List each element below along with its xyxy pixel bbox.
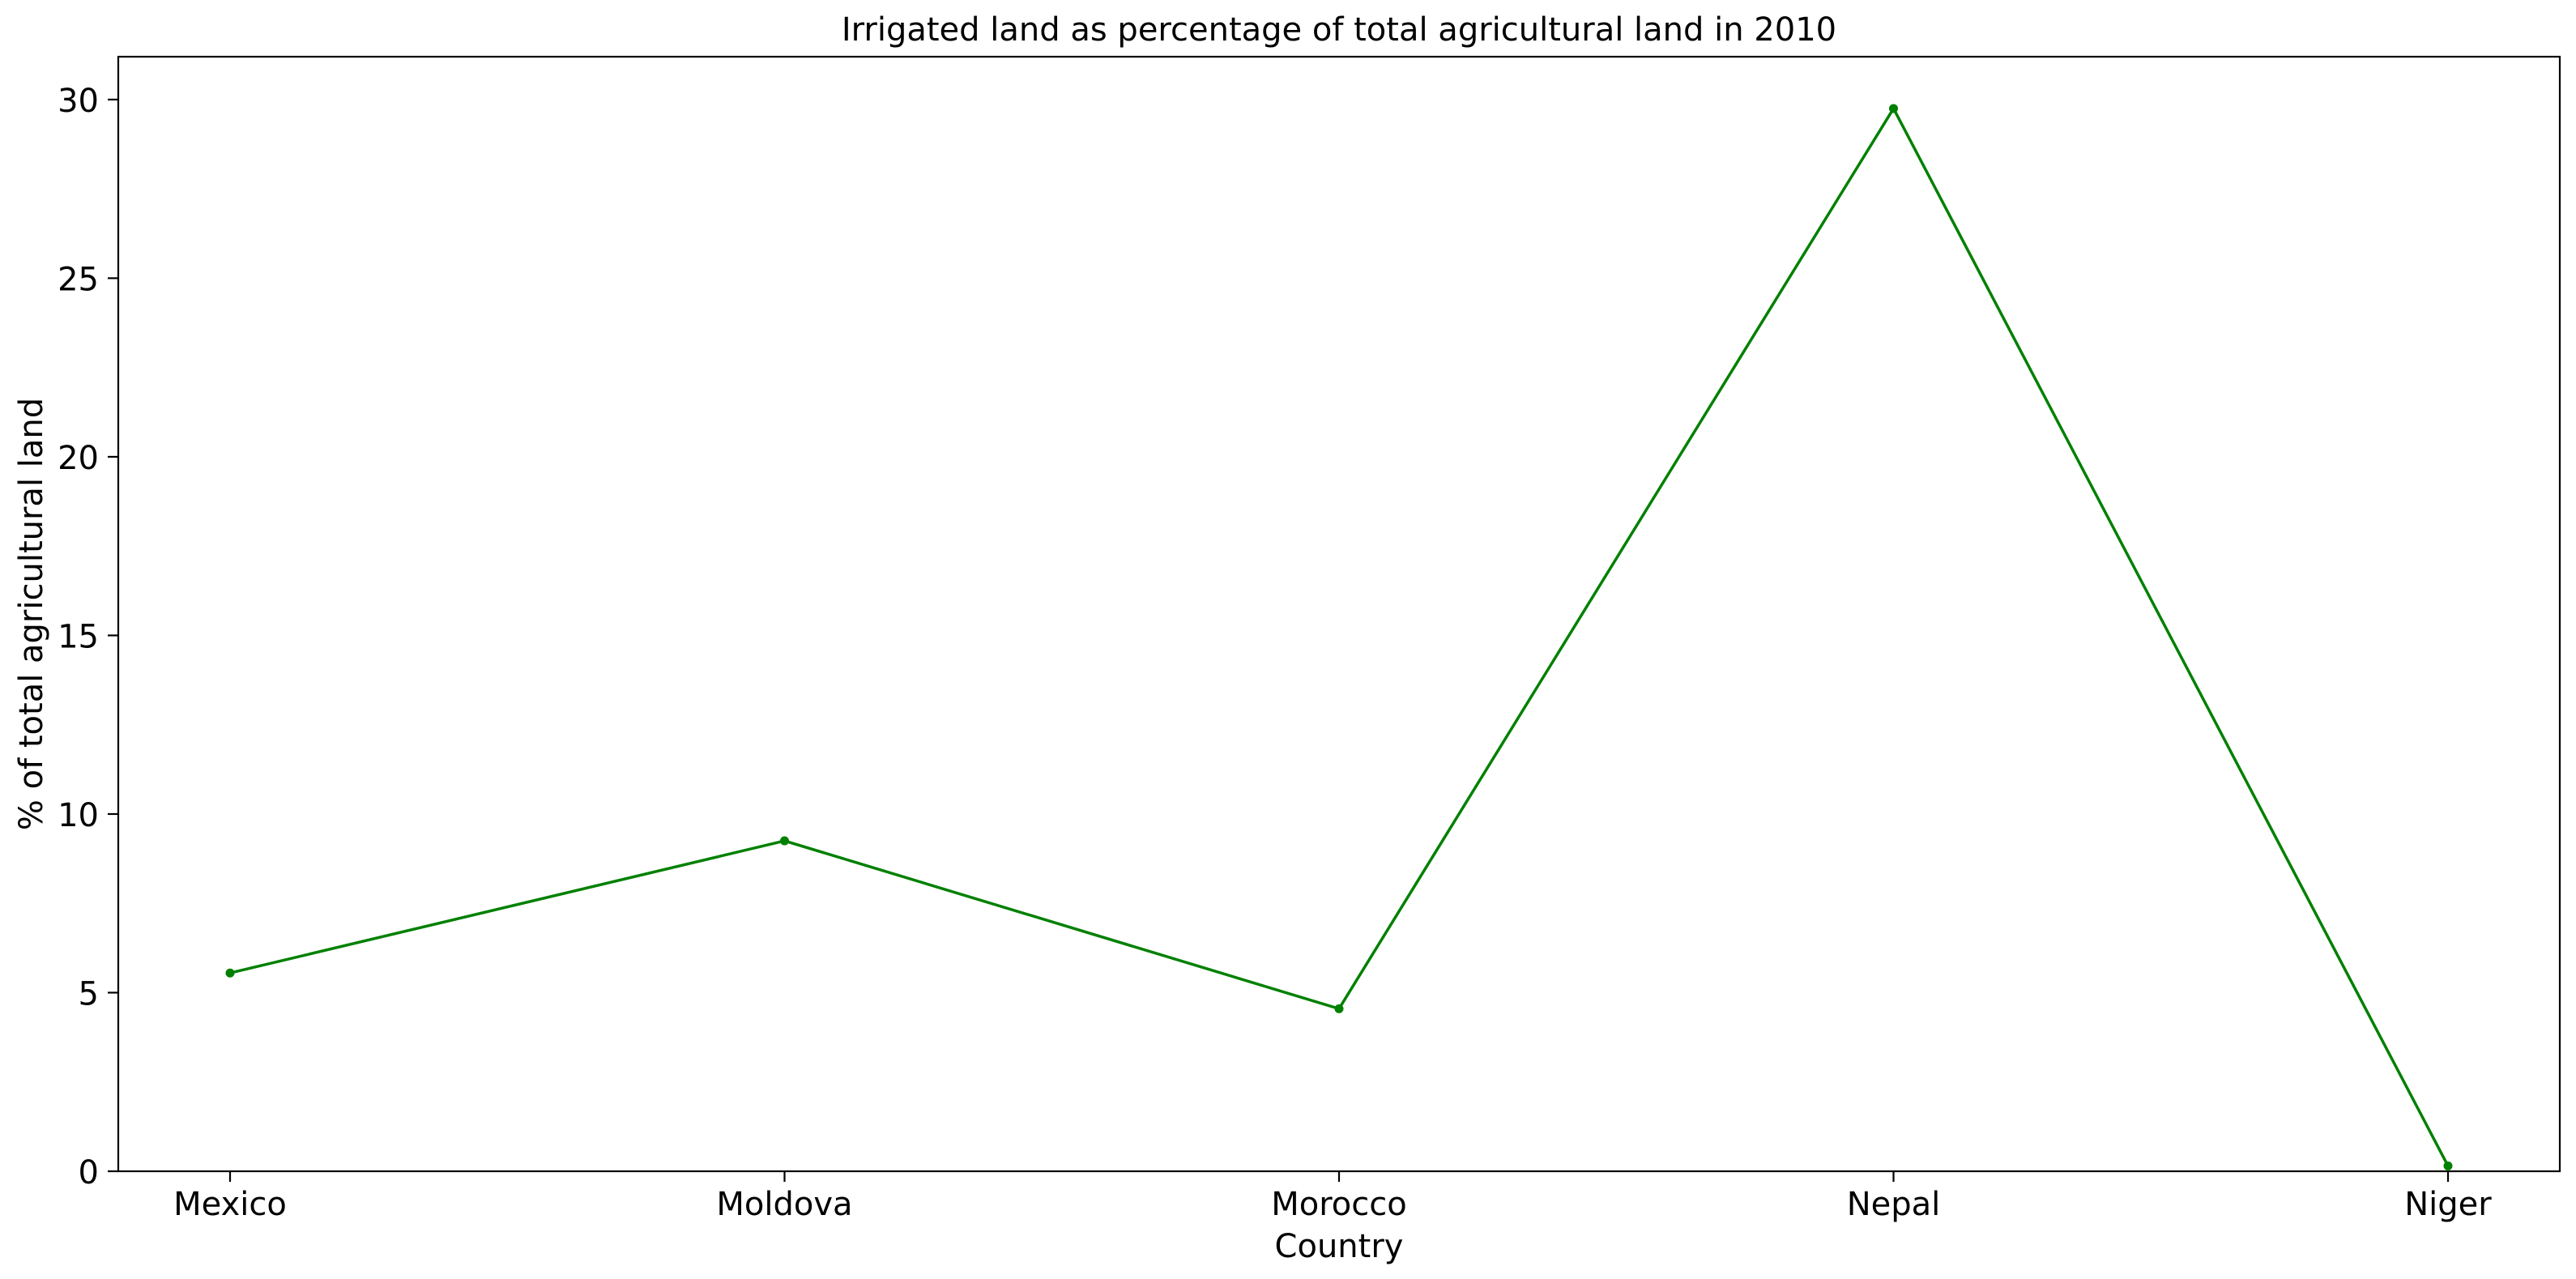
x-tick-label: Morocco — [1271, 1186, 1406, 1223]
data-point — [1889, 104, 1898, 113]
x-axis-label: Country — [1275, 1228, 1404, 1265]
x-tick-label: Moldova — [716, 1186, 852, 1223]
plot-area: 0 5 10 15 20 25 30 Mexico Moldova Morocco Nepal Nig… — [58, 55, 2561, 1223]
y-tick-label: 0 — [79, 1154, 99, 1192]
y-tick-label: 5 — [79, 975, 99, 1013]
data-point — [780, 836, 789, 846]
y-tick-label: 20 — [58, 440, 99, 477]
data-point — [2443, 1161, 2453, 1170]
y-axis-label: % of total agricultural land — [13, 398, 50, 830]
y-tick-label: 30 — [58, 83, 99, 120]
axes-frame — [117, 55, 2561, 1173]
x-tick-label: Mexico — [173, 1186, 287, 1223]
y-tick-label: 25 — [58, 261, 99, 298]
y-tick-label: 10 — [58, 797, 99, 834]
data-point — [1334, 1004, 1344, 1013]
data-point — [225, 968, 235, 978]
y-tick-label: 15 — [58, 618, 99, 655]
x-tick-label: Niger — [2404, 1186, 2492, 1223]
chart-title: Irrigated land as percentage of total ag… — [842, 11, 1836, 49]
x-tick-label: Nepal — [1847, 1186, 1941, 1223]
